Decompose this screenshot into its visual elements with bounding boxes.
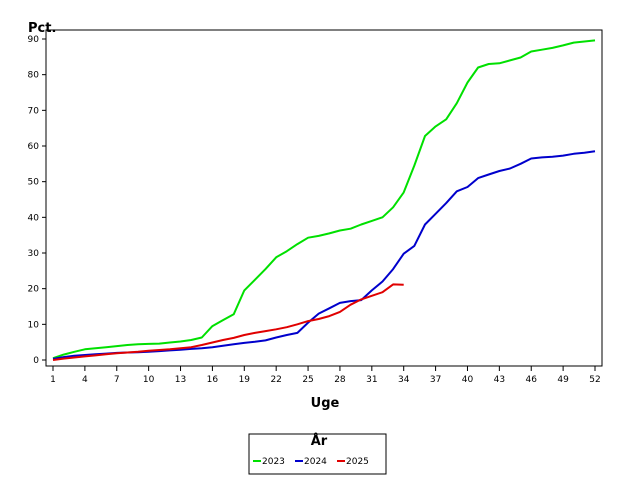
x-tick-label: 28: [334, 375, 346, 385]
series-lines: [52, 39, 596, 361]
y-axis: 0 10 20 30 40 50 60 70 80 90: [28, 35, 46, 366]
x-tick-label: 10: [143, 375, 155, 385]
x-tick-label: 25: [302, 375, 313, 385]
x-tick-label: 13: [175, 375, 186, 385]
x-tick-label: 22: [270, 375, 281, 385]
x-tick-label: 46: [526, 375, 538, 385]
x-tick-label: 7: [114, 375, 120, 385]
y-axis-title: Pct.: [28, 21, 56, 36]
x-tick-label: 4: [82, 375, 88, 385]
x-tick-label: 43: [494, 375, 505, 385]
y-tick-label: 30: [28, 249, 40, 259]
series-line-2023: [52, 39, 596, 360]
legend-label-2025: 2025: [346, 457, 369, 467]
series-line-2025: [52, 283, 404, 361]
series-line-2024: [52, 150, 596, 360]
x-tick-label: 52: [589, 375, 600, 385]
legend-title: År: [311, 433, 328, 449]
x-tick-label: 40: [462, 375, 474, 385]
legend: År 2023 2024 2025: [248, 433, 387, 475]
y-tick-label: 50: [28, 178, 40, 188]
y-tick-label: 10: [28, 320, 40, 330]
y-tick-label: 0: [33, 356, 39, 366]
x-axis-title: Uge: [311, 396, 340, 411]
legend-label-2024: 2024: [304, 457, 327, 467]
plot-border: [45, 29, 603, 367]
legend-items: 2023 2024 2025: [253, 457, 369, 467]
x-tick-label: 37: [430, 375, 441, 385]
x-axis: 1 4 7 10 13 16 19 22 25 28 31 34 37 40 43 46 49 52: [50, 366, 601, 385]
legend-label-2023: 2023: [262, 457, 285, 467]
y-tick-label: 80: [28, 71, 40, 81]
x-tick-label: 34: [398, 375, 410, 385]
y-tick-label: 60: [28, 142, 40, 152]
x-tick-label: 49: [557, 375, 569, 385]
y-tick-label: 20: [28, 285, 40, 295]
y-tick-label: 40: [28, 213, 40, 223]
x-tick-label: 1: [50, 375, 56, 385]
plot-area: [45, 29, 603, 367]
x-tick-label: 16: [207, 375, 219, 385]
legend-box: [248, 433, 387, 475]
y-tick-label: 90: [28, 35, 40, 45]
x-tick-label: 19: [239, 375, 251, 385]
y-tick-label: 70: [28, 106, 40, 116]
x-tick-label: 31: [366, 375, 377, 385]
